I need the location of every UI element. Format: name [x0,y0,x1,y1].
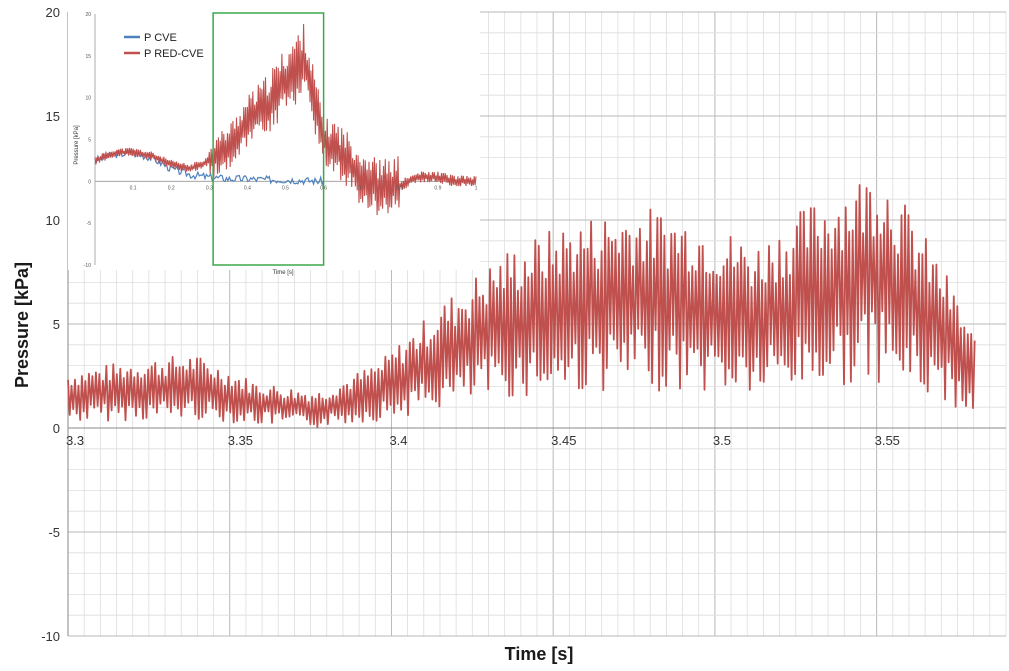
inset-y-tick-label: 15 [85,54,91,60]
y-axis-title: Pressure [kPa] [12,262,32,388]
inset-y-tick-label: 0 [88,179,91,185]
main-tick-labels: 3.33.353.43.453.53.553.620151050-5-10 [41,5,900,644]
inset-y-axis-title: Pressure [kPa] [74,125,80,165]
inset-grid [94,14,476,265]
inset-zoom-region [212,12,325,266]
inset-background [68,8,480,270]
y-tick-label: -10 [41,629,60,644]
x-tick-label: 3.5 [713,433,731,448]
y-tick-label: 20 [46,5,60,20]
y-tick-label: -5 [48,525,60,540]
series-line-pressure [67,184,976,429]
x-tick-label: 3.3 [66,433,84,448]
x-tick-label: 3.45 [551,433,576,448]
y-tick-label: 0 [53,421,60,436]
inset-x-tick-label: 1 [475,185,478,191]
inset-x-tick-label: 0.7 [358,185,365,191]
x-axis-title: Time [s] [505,644,574,664]
x-tick-label: 3.35 [228,433,253,448]
inset-x-tick-label: 0.5 [282,185,289,191]
x-tick-label: 3.4 [389,433,407,448]
inset-x-tick-label: 0.2 [168,185,175,191]
inset-legend: P CVE P RED-CVE [124,32,204,60]
inset-x-axis-title: Time [s] [272,270,293,276]
inset-x-tick-label: 0.4 [244,185,251,191]
inset-series-line-p-red-cve [94,23,477,216]
y-tick-label: 5 [53,317,60,332]
inset-y-tick-label: 20 [85,12,91,18]
y-tick-label: 15 [46,109,60,124]
inset-x-tick-label: 0.3 [206,185,213,191]
inset-chart: 0.1 0.2 0.3 0.4 0.5 0.6 0.7 0.8 0.9 120151050-5-1… [68,8,480,276]
inset-x-tick-label: 0.8 [396,185,403,191]
x-tick-label: 3.55 [875,433,900,448]
inset-tick-labels: 0.1 0.2 0.3 0.4 0.5 0.6 0.7 0.8 0.9 120151050-5-1… [84,12,478,269]
legend-label-p-red-cve: P RED-CVE [144,48,204,60]
y-tick-label: 10 [46,213,60,228]
inset-x-tick-label: 0.9 [434,185,441,191]
legend-label-p-cve: P CVE [144,32,177,44]
main-series [67,184,976,429]
inset-series [94,23,477,216]
inset-y-tick-label: 10 [85,96,91,102]
inset-x-tick-label: 0.1 [130,185,137,191]
inset-y-tick-label: -10 [84,263,91,269]
inset-y-tick-label: 5 [88,138,91,144]
inset-y-tick-label: -5 [87,221,92,227]
